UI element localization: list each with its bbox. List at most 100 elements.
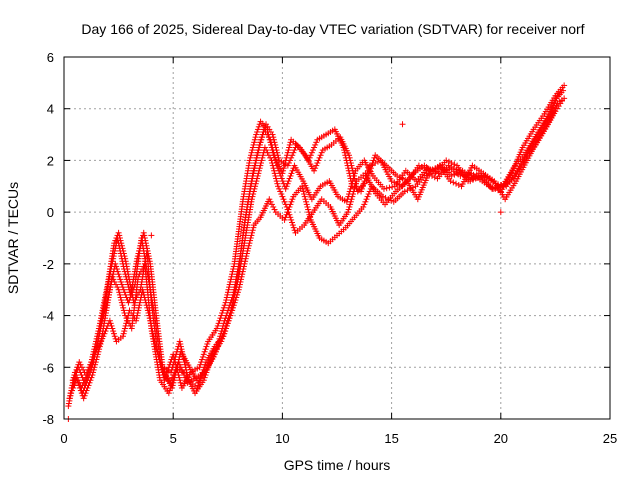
data-point-interp [119, 284, 126, 291]
data-point-interp [249, 144, 256, 151]
data-point-interp [177, 343, 184, 350]
data-point-interp [251, 165, 258, 172]
data-point-interp [119, 258, 126, 265]
data-point [447, 178, 454, 185]
data-point [492, 180, 499, 187]
data-point-interp [247, 237, 254, 244]
data-point [76, 359, 83, 366]
data-point-interp [255, 147, 262, 154]
data-point-interp [286, 203, 293, 210]
data-point [490, 185, 497, 192]
tick-layer: 0 5 10 15 20 25 -8 -6 -4 -2 0 2 4 6 [42, 50, 617, 446]
data-point-interp [285, 178, 292, 185]
data-point-interp [108, 322, 115, 329]
data-point-interp [365, 191, 372, 198]
data-point-interp [362, 198, 369, 205]
data-point-interp [89, 361, 96, 368]
data-point [561, 82, 568, 89]
data-point-interp [551, 100, 558, 107]
data-point-interp [67, 392, 74, 399]
data-point-interp [313, 162, 320, 169]
data-point-interp [292, 144, 299, 151]
data-point-interp [302, 196, 309, 203]
data-point-interp [108, 263, 115, 270]
data-point-interp [226, 284, 233, 291]
data-point-interp [367, 165, 374, 172]
data-point-interp [110, 330, 117, 337]
data-point-interp [96, 330, 103, 337]
data-point-interp [251, 162, 258, 169]
data-point-interp [252, 157, 259, 164]
data-point [106, 317, 113, 324]
data-point [344, 209, 351, 216]
data-point [256, 141, 263, 148]
data-point-interp [258, 134, 265, 141]
data-point-interp [214, 341, 221, 348]
data-point-interp [367, 185, 374, 192]
data-point-interp [227, 278, 234, 285]
data-point-interp [312, 141, 319, 148]
data-point-interp [289, 222, 296, 229]
data-point-interp [135, 304, 142, 311]
data-point-interp [110, 253, 117, 260]
x-tick-label: 15 [384, 431, 398, 446]
data-point-outlier [148, 232, 155, 239]
data-point-interp [284, 180, 291, 187]
data-point-interp [81, 384, 88, 391]
data-point-interp [250, 141, 257, 148]
data-point-interp [313, 139, 320, 146]
data-point [107, 266, 114, 273]
data-point-interp [90, 356, 97, 363]
data-point-interp [136, 245, 143, 252]
data-point-interp [214, 343, 221, 350]
data-point-interp [114, 284, 121, 291]
data-point-interp [146, 315, 153, 322]
data-point-interp [280, 165, 287, 172]
data-point-outlier [399, 121, 406, 128]
data-point-interp [255, 123, 262, 130]
data-point-interp [123, 320, 130, 327]
data-point-interp [371, 154, 378, 161]
data-point-interp [140, 289, 147, 296]
data-point-interp [146, 258, 153, 265]
data-point-interp [112, 281, 119, 288]
data-point-interp [119, 260, 126, 267]
data-point-interp [366, 167, 373, 174]
data-point [426, 167, 433, 174]
data-point-interp [552, 97, 559, 104]
data-point-interp [109, 325, 116, 332]
data-point [467, 178, 474, 185]
data-point-interp [421, 165, 428, 172]
data-point-interp [279, 193, 286, 200]
data-point-interp [431, 174, 438, 181]
data-point [558, 97, 565, 104]
data-point-interp [307, 214, 314, 221]
data-point-interp [122, 322, 129, 329]
data-point-interp [178, 346, 185, 353]
data-point-interp [453, 180, 460, 187]
data-point-interp [145, 309, 152, 316]
data-point [221, 317, 228, 324]
data-point [555, 90, 562, 97]
data-point-interp [283, 211, 290, 218]
data-point-interp [177, 341, 184, 348]
data-point-interp [247, 152, 254, 159]
data-point-interp [351, 175, 358, 182]
data-point-interp [174, 364, 181, 371]
data-point-interp [181, 372, 188, 379]
data-point-interp [249, 229, 256, 236]
data-point-interp [91, 351, 98, 358]
data-point-interp [304, 203, 311, 210]
data-point-interp [94, 341, 101, 348]
data-point-interp [95, 335, 102, 342]
data-point [194, 384, 201, 391]
data-point-interp [252, 160, 259, 167]
data-point-interp [144, 247, 151, 254]
data-point-interp [275, 154, 282, 161]
data-point-interp [318, 149, 325, 156]
data-point-interp [216, 335, 223, 342]
data-point-interp [301, 193, 308, 200]
data-point-interp [350, 170, 357, 177]
data-point [401, 188, 408, 195]
